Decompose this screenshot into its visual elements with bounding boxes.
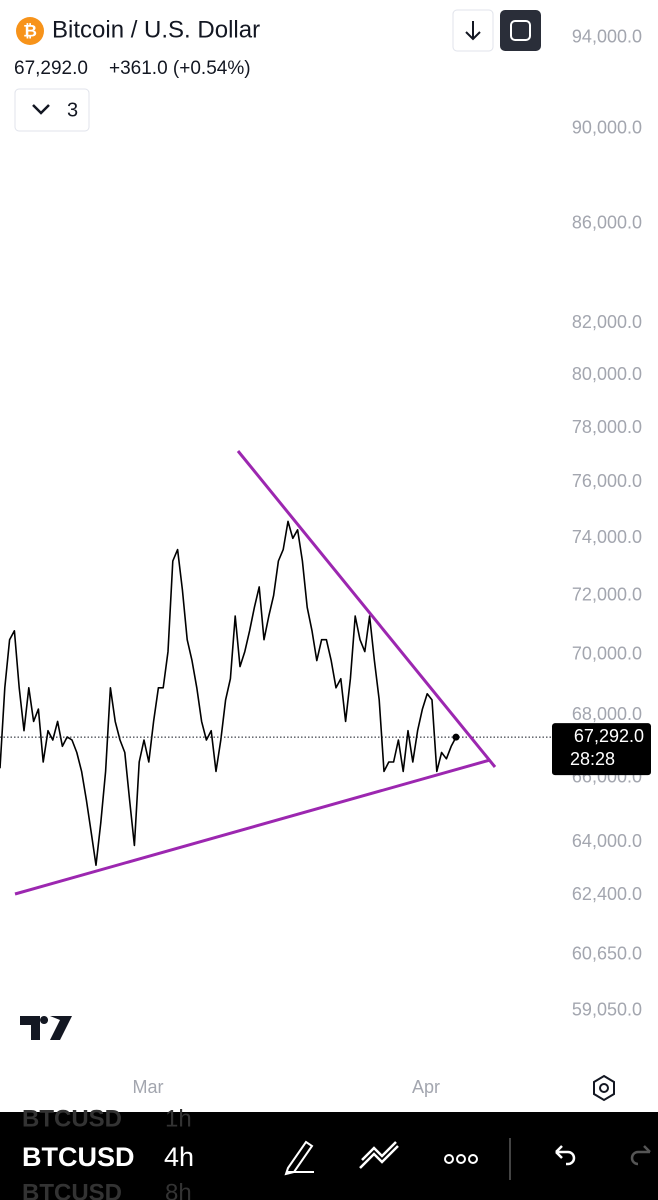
y-tick-label: 70,000.0 bbox=[572, 643, 642, 663]
fullscreen-icon bbox=[510, 20, 531, 41]
bitcoin-glyph: ₿ bbox=[23, 21, 37, 40]
interval-ghost: 1h bbox=[165, 1105, 192, 1132]
draw-tool-button[interactable] bbox=[284, 1140, 314, 1176]
bottom-toolbar bbox=[0, 1112, 658, 1200]
trend-line bbox=[236, 450, 497, 768]
x-axis-label: Mar bbox=[133, 1077, 164, 1097]
y-tick-label: 64,000.0 bbox=[572, 831, 642, 851]
interval-ghost: 8h bbox=[165, 1179, 192, 1200]
download-icon bbox=[465, 21, 481, 41]
symbol-title[interactable]: Bitcoin / U.S. Dollar bbox=[52, 16, 260, 43]
symbol-ghost: BTCUSD bbox=[22, 1179, 122, 1200]
settings-button[interactable] bbox=[593, 1074, 615, 1102]
undo-button[interactable] bbox=[555, 1145, 576, 1166]
y-tick-label: 76,000.0 bbox=[572, 471, 642, 491]
bar-countdown: 28:28 bbox=[570, 749, 615, 769]
y-tick-label: 72,000.0 bbox=[572, 584, 642, 604]
chart: 94,000.0 90,000.0 86,000.0 82,000.0 80,000.0… bbox=[0, 26, 651, 1019]
settings-icon bbox=[593, 1074, 615, 1102]
bitcoin-icon bbox=[16, 17, 44, 45]
y-tick-label: 68,000.0 bbox=[572, 704, 642, 724]
y-tick-label: 74,000.0 bbox=[572, 527, 642, 547]
dot bbox=[444, 1154, 454, 1164]
indicators-toggle[interactable] bbox=[14, 88, 90, 132]
redo-button[interactable] bbox=[630, 1145, 651, 1166]
trend-line bbox=[14, 758, 491, 896]
fullscreen-button[interactable] bbox=[500, 10, 541, 51]
header-change: +361.0 (+0.54%) bbox=[109, 58, 251, 79]
last-price-label: 67,292.0 bbox=[574, 726, 644, 746]
y-tick-label: 94,000.0 bbox=[572, 26, 642, 46]
indicator-count: 3 bbox=[67, 99, 78, 121]
y-tick-label: 80,000.0 bbox=[572, 364, 642, 384]
price-line bbox=[0, 520, 457, 867]
y-tick-label: 59,050.0 bbox=[572, 999, 642, 1019]
y-tick-label: 86,000.0 bbox=[572, 212, 642, 232]
y-tick-label: 82,000.0 bbox=[572, 312, 642, 332]
tradingview-logo bbox=[20, 1016, 72, 1040]
settings-icon bbox=[599, 1083, 609, 1093]
symbol-ghost: BTCUSD bbox=[22, 1105, 122, 1132]
trend-tool-button[interactable] bbox=[359, 1141, 399, 1169]
last-price-tag bbox=[552, 723, 651, 776]
symbol-picker[interactable]: BTCUSD bbox=[22, 1142, 135, 1172]
y-tick-label: 62,400.0 bbox=[572, 884, 642, 904]
y-tick-label: 78,000.0 bbox=[572, 417, 642, 437]
dot bbox=[456, 1154, 466, 1164]
x-axis-label: Apr bbox=[412, 1077, 440, 1097]
dot bbox=[468, 1154, 478, 1164]
y-tick-label: 90,000.0 bbox=[572, 117, 642, 137]
chevron-icon bbox=[32, 104, 50, 115]
y-tick-label: 60,650.0 bbox=[572, 943, 642, 963]
interval-picker[interactable]: 4h bbox=[164, 1142, 194, 1172]
more-button[interactable] bbox=[444, 1154, 478, 1164]
header-price: 67,292.0 bbox=[14, 58, 88, 79]
